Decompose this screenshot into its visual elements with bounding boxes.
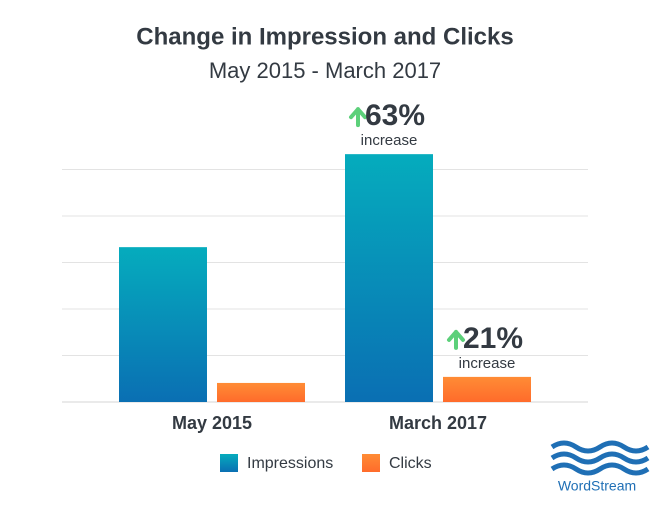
legend-label: Clicks	[389, 455, 432, 472]
annotation-value: 63%	[365, 99, 425, 132]
logo-wave	[550, 462, 650, 476]
annotation-note: increase	[361, 132, 418, 149]
logo-wave	[550, 451, 650, 465]
annotation-value: 21%	[463, 322, 523, 355]
bar	[119, 247, 207, 402]
logo: WordStream	[550, 440, 650, 494]
annotation-note: increase	[459, 355, 516, 372]
chart-title: Change in Impression and Clicks	[136, 23, 513, 50]
bar	[345, 154, 433, 402]
legend-label: Impressions	[247, 455, 333, 472]
bar	[217, 382, 305, 402]
bar	[443, 376, 531, 402]
x-tick-label: May 2015	[172, 413, 252, 433]
x-tick-label: March 2017	[389, 413, 487, 433]
legend-swatch	[220, 454, 238, 472]
brand: WordStream	[558, 478, 636, 494]
chart-subtitle: May 2015 - March 2017	[209, 58, 441, 83]
logo-wave	[550, 440, 650, 454]
legend-swatch	[362, 454, 380, 472]
arrow-icon	[349, 107, 367, 128]
arrow-icon	[447, 329, 465, 350]
